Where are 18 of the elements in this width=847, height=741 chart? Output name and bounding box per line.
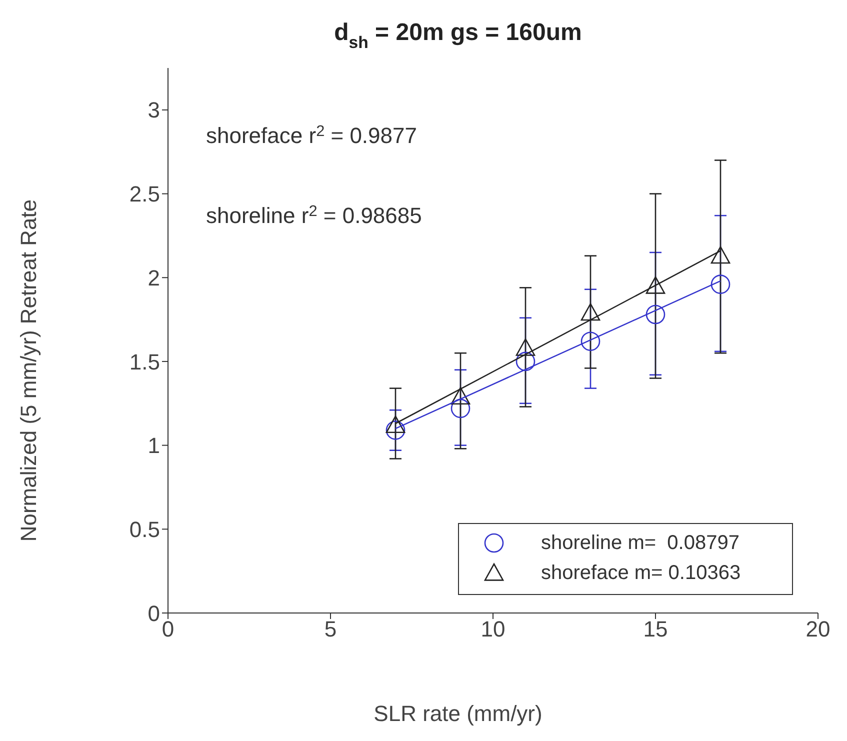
chart-title: d$_{sh}$ = 20m gs = 160um	[334, 19, 582, 52]
y-tick-label: 1.5	[129, 349, 160, 374]
x-axis-title: SLR rate (mm/yr)	[374, 701, 542, 726]
y-axis-title: Normalized (5 mm/yr) Retreat Rate	[16, 199, 41, 542]
x-tick-label: 15	[643, 616, 668, 642]
y-tick-label: 1	[148, 433, 160, 458]
y-tick-label: 3	[148, 98, 160, 123]
y-tick-label: 0	[148, 600, 160, 626]
annotation: shoreface r$^{2}$ = 0.9877	[206, 123, 417, 148]
annotation: shoreline r$^{2}$ = 0.98685	[206, 203, 422, 228]
legend-label: shoreline m= 0.08797	[541, 532, 740, 554]
x-tick-label: 20	[806, 616, 830, 642]
legend-label: shoreface m= 0.10363	[541, 562, 741, 584]
y-tick-label: 2.5	[129, 182, 160, 207]
y-tick-label: 2	[148, 265, 160, 290]
y-tick-label: 0.5	[129, 516, 160, 542]
x-tick-label: 5	[324, 616, 337, 642]
x-tick-label: 10	[480, 616, 506, 642]
